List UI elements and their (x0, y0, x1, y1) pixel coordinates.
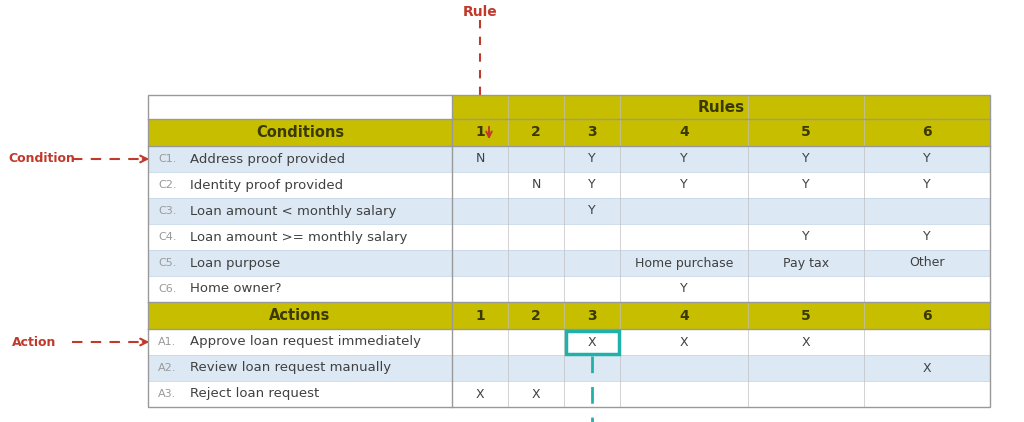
Text: Y: Y (680, 152, 688, 165)
Bar (148, 381, 990, 407)
Text: Y: Y (924, 230, 931, 243)
Text: 2: 2 (531, 125, 541, 140)
Text: 5: 5 (801, 308, 811, 322)
Text: Y: Y (680, 179, 688, 192)
Text: Loan amount < monthly salary: Loan amount < monthly salary (190, 205, 396, 217)
Text: 4: 4 (679, 125, 689, 140)
Text: A2.: A2. (158, 363, 176, 373)
Text: Y: Y (588, 179, 596, 192)
Bar (565, 330, 618, 354)
Bar (148, 198, 990, 224)
Text: 4: 4 (679, 308, 689, 322)
Text: Loan amount >= monthly salary: Loan amount >= monthly salary (190, 230, 408, 243)
Bar (148, 146, 990, 172)
Bar (148, 224, 990, 250)
Text: X: X (923, 362, 931, 374)
Text: Actions: Actions (269, 308, 331, 323)
Text: Y: Y (680, 282, 688, 295)
Text: X: X (531, 387, 541, 400)
Text: Y: Y (588, 205, 596, 217)
Bar (148, 355, 990, 381)
Text: 3: 3 (587, 125, 597, 140)
Text: N: N (475, 152, 484, 165)
Bar (148, 276, 990, 302)
Text: Y: Y (802, 152, 810, 165)
Text: Other: Other (909, 257, 945, 270)
Text: X: X (476, 387, 484, 400)
Text: Y: Y (924, 152, 931, 165)
Text: Review loan request manually: Review loan request manually (190, 362, 391, 374)
Text: C3.: C3. (158, 206, 176, 216)
Text: Address proof provided: Address proof provided (190, 152, 345, 165)
Text: A3.: A3. (158, 389, 176, 399)
Text: Reject loan request: Reject loan request (190, 387, 319, 400)
Bar (452, 95, 990, 119)
Text: X: X (588, 335, 596, 349)
Text: Y: Y (802, 230, 810, 243)
Bar (148, 119, 990, 146)
Text: 6: 6 (923, 125, 932, 140)
Bar (148, 172, 990, 198)
Text: Action: Action (12, 335, 56, 349)
Text: Rules: Rules (697, 100, 744, 114)
Text: Approve loan request immediately: Approve loan request immediately (190, 335, 421, 349)
Text: 5: 5 (801, 125, 811, 140)
Text: C4.: C4. (158, 232, 176, 242)
Text: 6: 6 (923, 308, 932, 322)
Text: Loan purpose: Loan purpose (190, 257, 281, 270)
Text: A1.: A1. (158, 337, 176, 347)
Text: 1: 1 (475, 308, 485, 322)
Text: Conditions: Conditions (256, 125, 344, 140)
Text: C2.: C2. (158, 180, 176, 190)
Text: Condition: Condition (8, 152, 75, 165)
Text: C5.: C5. (158, 258, 176, 268)
Text: Y: Y (924, 179, 931, 192)
Bar (148, 302, 990, 329)
Text: N: N (531, 179, 541, 192)
Text: Identity proof provided: Identity proof provided (190, 179, 343, 192)
Text: 3: 3 (587, 308, 597, 322)
Text: X: X (680, 335, 688, 349)
Bar (148, 250, 990, 276)
Text: Y: Y (802, 179, 810, 192)
Text: C6.: C6. (158, 284, 176, 294)
Bar (148, 329, 990, 355)
Text: Home owner?: Home owner? (190, 282, 282, 295)
Bar (148, 95, 990, 119)
Text: Y: Y (588, 152, 596, 165)
Text: Pay tax: Pay tax (783, 257, 829, 270)
Text: C1.: C1. (158, 154, 176, 164)
Text: 1: 1 (475, 125, 485, 140)
Bar (148, 95, 990, 407)
Text: Home purchase: Home purchase (635, 257, 733, 270)
Text: X: X (802, 335, 810, 349)
Text: Rule: Rule (463, 5, 498, 19)
Text: 2: 2 (531, 308, 541, 322)
